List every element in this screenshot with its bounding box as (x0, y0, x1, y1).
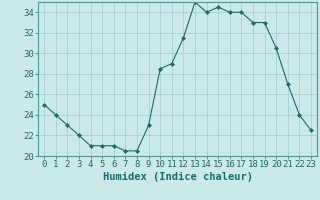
X-axis label: Humidex (Indice chaleur): Humidex (Indice chaleur) (103, 172, 252, 182)
